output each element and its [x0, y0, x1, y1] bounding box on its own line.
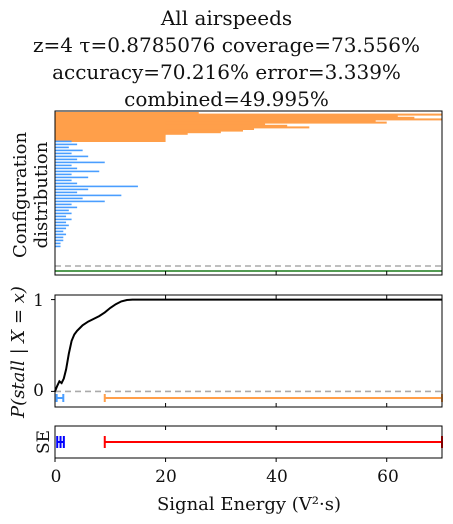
- blue-bar-33: [55, 239, 64, 242]
- blue-bar-29: [55, 227, 67, 230]
- distribution-ylabel-line1: Configuration: [10, 132, 31, 258]
- chart-title-line-4: combined=49.995%: [124, 87, 329, 111]
- blue-bar-7: [55, 161, 105, 164]
- blue-bar-8: [55, 164, 72, 167]
- blue-bar-14: [55, 182, 78, 185]
- probability-panel: [51, 294, 443, 408]
- blue-bar-31: [55, 233, 67, 236]
- blue-bar-5: [55, 155, 89, 158]
- blue-bar-1: [55, 143, 78, 146]
- orange-bar-6: [55, 121, 387, 124]
- blue-bar-10: [55, 170, 100, 173]
- blue-bar-23: [55, 209, 69, 212]
- blue-bar-21: [55, 203, 72, 206]
- blue-bar-11: [55, 173, 72, 176]
- probability-curve: [54, 298, 442, 392]
- blue-bar-9: [55, 167, 78, 170]
- yticklabel-0: 0: [33, 381, 44, 401]
- xticklabel-20: 20: [155, 467, 177, 487]
- orange-bar-4: [55, 118, 442, 121]
- blue-bar-17: [55, 191, 78, 194]
- blue-bar-6: [55, 158, 78, 161]
- blue-bar-0: [55, 140, 72, 143]
- blue-bar-15: [55, 185, 138, 188]
- blue-bar-24: [55, 212, 72, 215]
- orange-bar-2: [55, 115, 398, 118]
- blue-bar-26: [55, 218, 72, 221]
- blue-bar-4: [55, 152, 72, 155]
- blue-bar-2: [55, 146, 69, 149]
- blue-bar-3: [55, 149, 83, 152]
- blue-bar-28: [55, 224, 69, 227]
- distribution-frame: [54, 110, 443, 276]
- blue-bar-18: [55, 194, 122, 197]
- orange-bar-5: [55, 120, 376, 122]
- xticklabel-60: 60: [377, 467, 399, 487]
- orange-bar-1: [55, 113, 442, 116]
- blue-bar-30: [55, 230, 64, 233]
- probability-frame: [54, 294, 443, 408]
- chart-title-line-1: All airspeeds: [160, 6, 293, 30]
- blue-bar-35: [55, 245, 61, 248]
- blue-bar-32: [55, 236, 64, 239]
- distribution-panel: [54, 110, 443, 276]
- orange-bar-3: [55, 116, 415, 119]
- blue-bar-12: [55, 176, 89, 179]
- se-ylabel: SE: [34, 430, 54, 454]
- distribution-ylabel-line2: distribution: [31, 141, 52, 248]
- chart-title-line-3: accuracy=70.216% error=3.339%: [52, 60, 401, 84]
- chart-title-line-2: z=4 τ=0.8785076 coverage=73.556%: [33, 33, 420, 57]
- blue-bar-20: [55, 200, 105, 203]
- xticklabel-0: 0: [51, 467, 62, 487]
- orange-bar-core: [55, 112, 166, 142]
- blue-bar-34: [55, 242, 61, 245]
- blue-bar-16: [55, 188, 89, 191]
- se-frame: [54, 425, 443, 459]
- se-panel: [54, 425, 443, 462]
- yticklabel-1: 1: [33, 291, 44, 311]
- blue-bar-25: [55, 215, 67, 218]
- xticklabel-40: 40: [266, 467, 288, 487]
- orange-bar-9: [55, 126, 310, 129]
- orange-bar-8: [55, 124, 288, 127]
- x-axis-label: Signal Energy (V²·s): [157, 494, 341, 515]
- blue-bar-19: [55, 197, 83, 200]
- blue-bar-22: [55, 206, 78, 209]
- probability-ylabel: P(stall | X = x): [8, 286, 29, 419]
- blue-bar-13: [55, 179, 72, 182]
- blue-bar-27: [55, 221, 67, 224]
